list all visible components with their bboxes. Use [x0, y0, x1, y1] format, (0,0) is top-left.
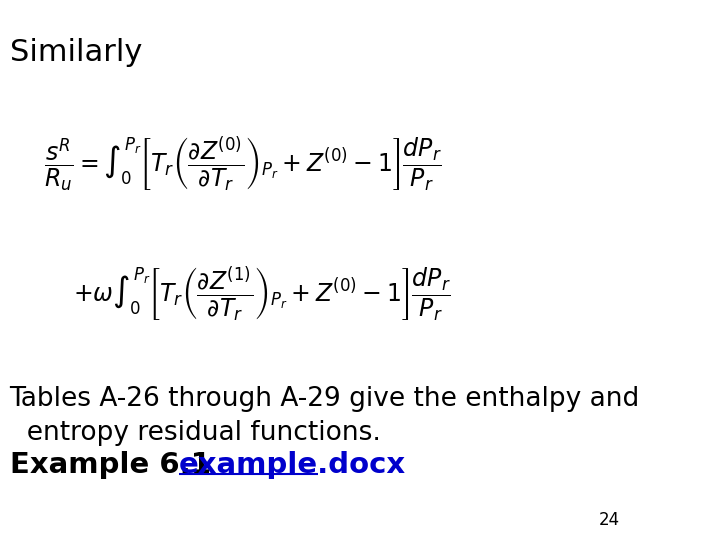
Text: $\dfrac{s^R}{R_u} = \int_0^{P_r} \left[ T_r \left( \dfrac{\partial Z^{(0)}}{\par: $\dfrac{s^R}{R_u} = \int_0^{P_r} \left[ …	[44, 135, 442, 194]
Text: example.docx: example.docx	[179, 451, 406, 479]
Text: Tables A-26 through A-29 give the enthalpy and
  entropy residual functions.: Tables A-26 through A-29 give the enthal…	[9, 386, 640, 446]
Text: Example 6.1: Example 6.1	[9, 451, 241, 479]
Text: 24: 24	[599, 511, 620, 529]
Text: $+ \omega \int_0^{P_r} \left[ T_r \left( \dfrac{\partial Z^{(1)}}{\partial T_r} : $+ \omega \int_0^{P_r} \left[ T_r \left(…	[73, 265, 451, 324]
Text: Similarly: Similarly	[9, 38, 142, 67]
